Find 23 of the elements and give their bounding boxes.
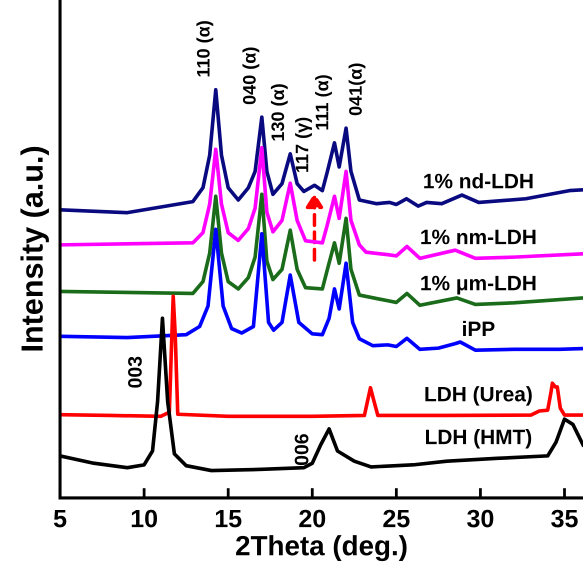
- series-label: LDH (HMT): [426, 429, 532, 448]
- x-tick-label: 20: [299, 510, 326, 528]
- annotation: 006: [294, 434, 308, 466]
- x-tick-label: 25: [383, 510, 410, 528]
- series-label: LDH (Urea): [425, 386, 532, 406]
- x-tick-label: 30: [467, 510, 494, 528]
- annotation: 041(α): [348, 64, 366, 116]
- y-axis-title: Intensity (a.u.): [20, 146, 49, 350]
- annotation: 130 (α): [270, 84, 288, 140]
- x-tick-label: 5: [54, 510, 66, 528]
- series-label: 1% nm-LDH: [421, 230, 536, 244]
- series-label: 1% nd-LDH: [424, 173, 533, 188]
- annotation: 040 (α): [242, 48, 260, 104]
- x-tick-label: 15: [216, 510, 242, 528]
- x-tick-label: 10: [132, 510, 158, 528]
- series-label: iPP: [463, 320, 494, 336]
- annotation: 111 (α): [315, 75, 332, 130]
- x-axis-title: 2Theta (deg.): [236, 535, 407, 562]
- series-label: 1% μm-LDH: [421, 276, 536, 294]
- x-tick-label: 35: [551, 510, 578, 528]
- annotation: 110 (α): [196, 21, 214, 76]
- annotation: 003: [128, 356, 142, 388]
- annotation: 117 (γ): [295, 118, 312, 172]
